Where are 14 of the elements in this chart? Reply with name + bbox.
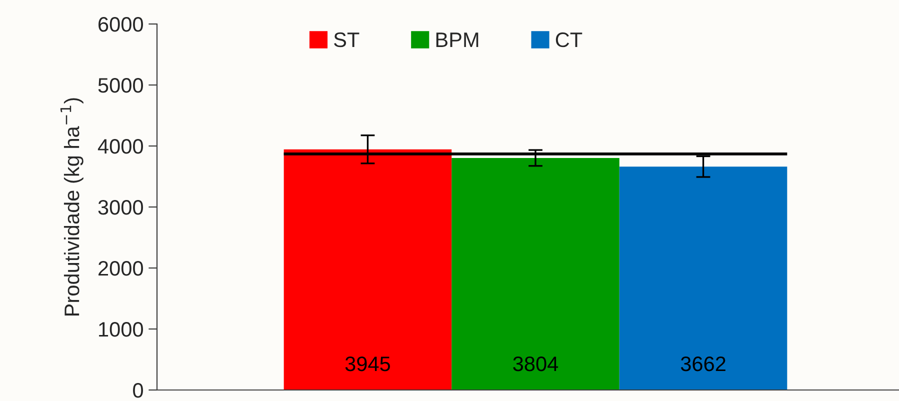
y-tick-label: 0 — [133, 383, 143, 398]
y-tick-label: 4000 — [98, 139, 143, 154]
legend-label: CT — [556, 32, 582, 48]
y-tick-label: 2000 — [98, 261, 143, 276]
y-tick-label: 6000 — [98, 17, 143, 32]
y-tick-label: 5000 — [98, 78, 143, 93]
data-label: 3945 — [345, 356, 390, 372]
y-tick-label: 1000 — [99, 322, 143, 337]
data-label: 3804 — [513, 356, 558, 372]
legend-label: BPM — [436, 32, 478, 47]
legend-label: ST — [334, 32, 360, 48]
data-label: 3662 — [680, 356, 726, 372]
y-tick-label: 3000 — [98, 200, 143, 215]
y-axis-title: Produtividade (kg ha$^{−1}$) — [60, 98, 84, 316]
